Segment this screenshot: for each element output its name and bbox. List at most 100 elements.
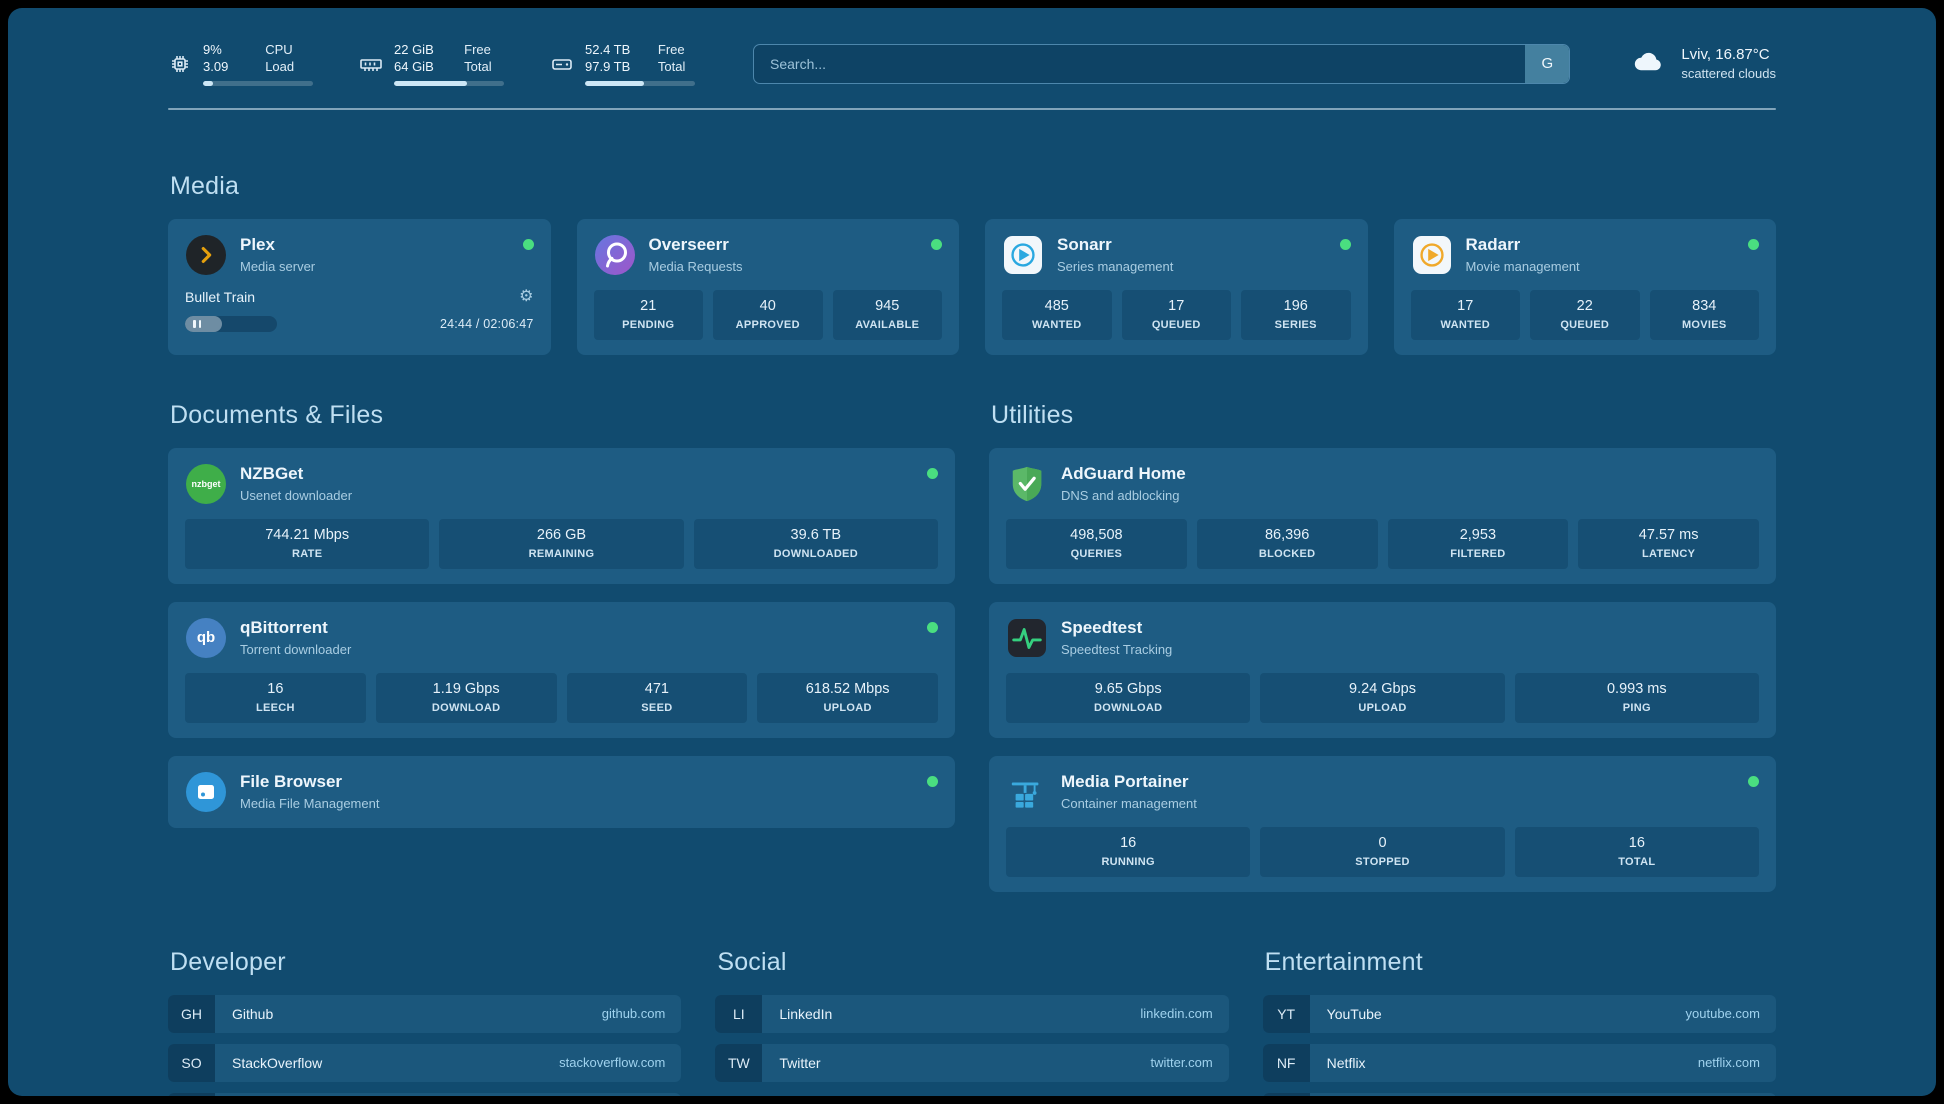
stat-box: 0 STOPPED [1260,826,1505,877]
section-media: Media Plex Media server [168,172,1776,355]
bookmark-url: netflix.com [1697,1055,1760,1070]
stat-value: 0 [1378,834,1387,851]
bookmark-group-social: Social LI LinkedIn linkedin.com TW Twitt… [715,948,1229,1082]
bookmark-github[interactable]: GH Github github.com [168,994,682,1033]
bookmark-netflix[interactable]: NF Netflix netflix.com [1262,1043,1776,1082]
bookmark-abbr: LI [715,994,763,1033]
top-bar: 9% CPU 3.09 Load 22 [168,42,1776,86]
memory-total: 64 GiB [394,59,434,75]
service-card-plex[interactable]: Plex Media server Bullet Train ⚙ 24:44 /… [168,218,551,355]
stat-label: TOTAL [1618,855,1656,868]
stat-box: 1.19 Gbps DOWNLOAD [375,672,557,723]
service-card-sonarr[interactable]: Sonarr Series management 485 WANTED 17 Q… [985,218,1368,355]
service-card-qbittorrent[interactable]: qb qBittorrent Torrent downloader 16 LEE… [168,601,955,738]
service-card-nzbget[interactable]: nzbget NZBGet Usenet downloader 744.21 M… [168,447,955,584]
qbittorrent-icon: qb [185,617,227,659]
now-playing-title: Bullet Train [185,288,256,305]
service-subtitle: Torrent downloader [240,641,352,657]
stat-label: WANTED [1032,318,1082,331]
overseerr-icon [594,234,636,276]
stat-label: RUNNING [1101,855,1155,868]
bookmark-group-entertainment: Entertainment YT YouTube youtube.com NF … [1262,948,1776,1096]
stat-value: 16 [1120,834,1137,851]
playback-progress-bar[interactable] [185,315,277,332]
stat-label: DOWNLOADED [773,547,858,560]
stat-box: 22 QUEUED [1530,289,1640,340]
search-provider-button[interactable]: G [1525,44,1570,83]
service-subtitle: Container management [1061,795,1197,811]
stat-value: 21 [640,297,657,314]
gear-icon[interactable]: ⚙ [519,287,534,305]
bookmark-linkedin[interactable]: LI LinkedIn linkedin.com [715,994,1229,1033]
service-subtitle: Movie management [1465,258,1580,274]
stat-value: 0.993 ms [1606,680,1667,697]
stat-value: 9.24 Gbps [1349,680,1416,697]
service-card-adguard[interactable]: AdGuard Home DNS and adblocking 498,508 … [989,447,1776,584]
service-card-speedtest[interactable]: Speedtest Speedtest Tracking 9.65 Gbps D… [989,601,1776,738]
disk-label-1: Free [657,42,685,57]
stat-value: 744.21 Mbps [265,526,350,543]
stat-box: 16 LEECH [185,672,366,723]
memory-metric: 22 GiB Free 64 GiB Total [359,42,504,86]
service-subtitle: DNS and adblocking [1061,487,1180,503]
stat-value: 485 [1044,297,1069,314]
service-card-overseerr[interactable]: Overseerr Media Requests 21 PENDING 40 A… [576,218,959,355]
stat-box: 498,508 QUERIES [1006,518,1187,569]
service-name: Speedtest [1061,617,1143,637]
bookmark-twitter[interactable]: TW Twitter twitter.com [715,1043,1229,1082]
bookmark-reddit[interactable]: RE Reddit reddit.com [1262,1092,1776,1096]
service-card-filebrowser[interactable]: File Browser Media File Management [168,755,955,828]
status-online-dot [927,775,938,787]
search-input[interactable] [754,44,1526,83]
stat-value: 22 [1576,297,1593,314]
stat-label: STOPPED [1355,855,1410,868]
stat-label: QUEUED [1560,318,1610,331]
section-documents: Documents & Files nzbget NZBGet Usenet d… [168,401,955,828]
stat-label: PENDING [622,318,675,331]
stat-label: QUERIES [1070,547,1123,560]
stat-label: MOVIES [1681,318,1727,331]
cpu-label-2: Load [265,59,295,75]
stat-box: 485 WANTED [1002,289,1112,340]
search-bar: G [753,43,1571,84]
section-utilities: Utilities AdGuard Home [989,401,1776,892]
speedtest-icon [1006,617,1048,659]
service-card-portainer[interactable]: Media Portainer Container management 16 … [989,755,1776,892]
weather-widget[interactable]: Lviv, 16.87°C scattered clouds [1628,44,1776,83]
sonarr-icon [1002,234,1044,276]
bookmark-youtube[interactable]: YT YouTube youtube.com [1262,994,1776,1033]
stat-box: 945 AVAILABLE [832,289,942,340]
stat-label: AVAILABLE [855,318,920,331]
stat-value: 16 [267,680,284,697]
stat-box: 39.6 TB DOWNLOADED [693,518,938,569]
cpu-progress-bar [203,80,313,86]
developer-section-title: Developer [170,947,286,976]
stat-label: DOWNLOAD [1093,701,1163,714]
stat-label: UPLOAD [823,701,872,714]
stat-box: 9.24 Gbps UPLOAD [1260,672,1505,723]
stat-box: 471 SEED [566,672,748,723]
weather-condition: scattered clouds [1681,66,1776,82]
status-online-dot [1748,238,1759,250]
bookmark-url: linkedin.com [1140,1006,1213,1021]
bookmark-stackoverflow[interactable]: SO StackOverflow stackoverflow.com [168,1043,682,1082]
status-online-dot [927,621,938,633]
stat-label: LATENCY [1642,547,1696,560]
stat-label: FILTERED [1450,547,1506,560]
stat-label: RATE [292,547,323,560]
service-name: Overseerr [648,234,729,254]
bookmark-name: Github [232,1005,274,1022]
disk-label-2: Total [657,59,686,75]
bookmark-dev[interactable]: DT DEV dev.to [168,1092,682,1096]
service-subtitle: Series management [1057,258,1174,274]
service-card-radarr[interactable]: Radarr Movie management 17 WANTED 22 QUE… [1393,218,1776,355]
service-subtitle: Speedtest Tracking [1061,641,1173,657]
service-subtitle: Media Requests [648,258,743,274]
stat-label: DOWNLOAD [431,701,501,714]
stat-label: QUEUED [1151,318,1201,331]
portainer-icon [1006,771,1048,813]
status-online-dot [927,467,938,479]
bookmark-abbr: SO [168,1043,215,1082]
pause-icon[interactable] [193,319,201,328]
bookmark-name: Twitter [779,1054,821,1071]
